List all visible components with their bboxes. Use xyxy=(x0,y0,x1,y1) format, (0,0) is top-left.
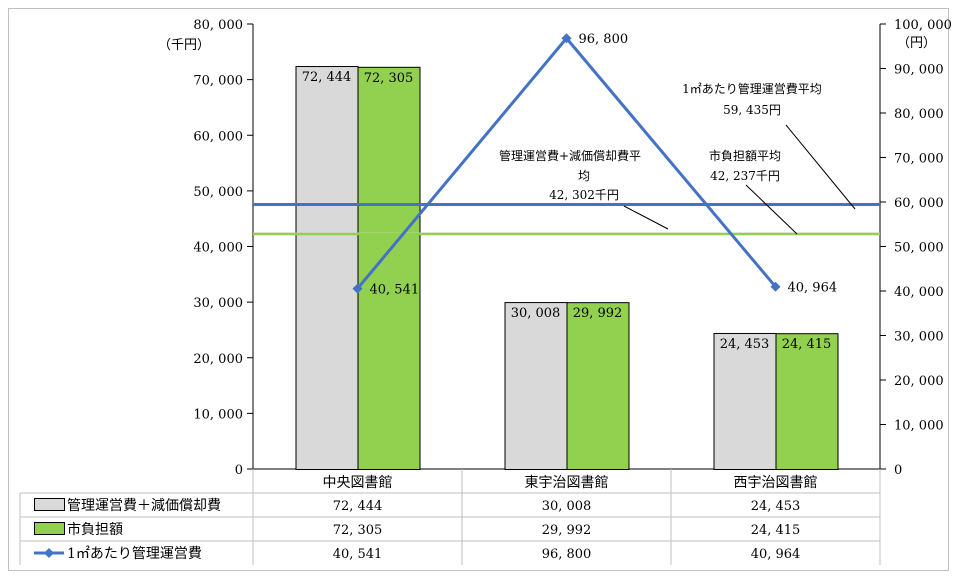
bar-city-burden xyxy=(566,302,630,470)
average-annotation-text: 42, 237千円 xyxy=(710,169,780,183)
average-annotation-text: 1㎡あたり管理運営費平均 xyxy=(682,81,822,96)
bar-data-label: 29, 992 xyxy=(573,306,623,321)
table-cell: 24, 415 xyxy=(751,523,801,538)
table-cell: 40, 964 xyxy=(751,547,801,562)
y-left-tick-label: 60, 000 xyxy=(193,129,243,144)
bar-data-label: 24, 453 xyxy=(720,337,770,352)
y-right-tick-label: 70, 000 xyxy=(894,152,944,167)
y-left-tick-label: 20, 000 xyxy=(193,352,243,367)
average-annotation-leader xyxy=(745,184,798,235)
line-data-label: 40, 541 xyxy=(370,283,420,298)
bar-management-cost xyxy=(713,332,777,470)
line-point-marker xyxy=(352,283,363,294)
bar-management-cost xyxy=(295,66,359,471)
category-label: 東宇治図書館 xyxy=(525,474,609,491)
legend-marker xyxy=(44,548,54,558)
bar-management-cost xyxy=(504,302,568,470)
bar-city-burden xyxy=(775,333,839,470)
line-point-marker xyxy=(561,33,572,44)
y-left-tick-label: 0 xyxy=(235,463,243,478)
y-right-unit: （円） xyxy=(897,36,936,51)
legend-label: 1㎡あたり管理運営費 xyxy=(67,546,202,562)
line-data-label: 40, 964 xyxy=(788,281,838,296)
legend-label: 管理運営費＋減価償却費 xyxy=(67,497,221,514)
average-annotation-text: 59, 435円 xyxy=(723,103,781,117)
y-left-tick-label: 30, 000 xyxy=(193,296,243,311)
table-cell: 30, 008 xyxy=(542,499,592,514)
y-right-tick-label: 10, 000 xyxy=(894,419,944,434)
y-left-tick-label: 50, 000 xyxy=(193,185,243,200)
average-annotation-text: 42, 302千円 xyxy=(549,188,619,202)
y-right-tick-label: 0 xyxy=(894,463,902,478)
y-right-tick-label: 50, 000 xyxy=(894,241,944,256)
bar-data-label: 72, 305 xyxy=(364,71,414,86)
table-cell: 29, 992 xyxy=(542,523,592,538)
bar-data-label: 24, 415 xyxy=(782,337,832,352)
average-annotation-text: 市負担額平均 xyxy=(709,148,781,163)
chart-frame xyxy=(8,8,949,571)
bar-city-burden xyxy=(357,66,421,470)
legend-swatch xyxy=(34,498,65,511)
bar-data-label: 72, 444 xyxy=(302,70,352,85)
line-point-marker xyxy=(770,281,781,292)
average-annotation-leader xyxy=(785,124,856,210)
y-left-unit: （千円） xyxy=(158,38,210,53)
y-right-tick-label: 30, 000 xyxy=(894,330,944,345)
y-right-tick-label: 20, 000 xyxy=(894,374,944,389)
average-annotation-text: 管理運営費+減価償却費平 xyxy=(499,148,641,163)
y-right-tick-label: 40, 000 xyxy=(894,285,944,300)
bar-data-label: 30, 008 xyxy=(511,306,561,321)
category-label: 中央図書館 xyxy=(323,474,393,491)
table-cell: 96, 800 xyxy=(542,547,592,562)
legend-swatch xyxy=(34,522,65,535)
y-right-tick-label: 90, 000 xyxy=(894,63,944,78)
table-cell: 24, 453 xyxy=(751,499,801,514)
table-cell: 72, 444 xyxy=(333,499,383,514)
category-label: 西宇治図書館 xyxy=(734,474,818,491)
legend-label: 市負担額 xyxy=(67,521,123,538)
y-left-tick-label: 40, 000 xyxy=(193,241,243,256)
line-data-label: 96, 800 xyxy=(579,32,629,47)
y-right-tick-label: 80, 000 xyxy=(894,107,944,122)
average-annotation-leader xyxy=(623,205,669,230)
y-left-tick-label: 70, 000 xyxy=(193,74,243,89)
y-left-tick-label: 80, 000 xyxy=(193,18,243,33)
y-right-tick-label: 100, 000 xyxy=(894,18,952,33)
y-left-tick-label: 10, 000 xyxy=(193,407,243,422)
average-annotation-text: 均 xyxy=(578,169,590,183)
table-cell: 72, 305 xyxy=(333,523,383,538)
y-right-tick-label: 60, 000 xyxy=(894,196,944,211)
table-cell: 40, 541 xyxy=(333,547,383,562)
